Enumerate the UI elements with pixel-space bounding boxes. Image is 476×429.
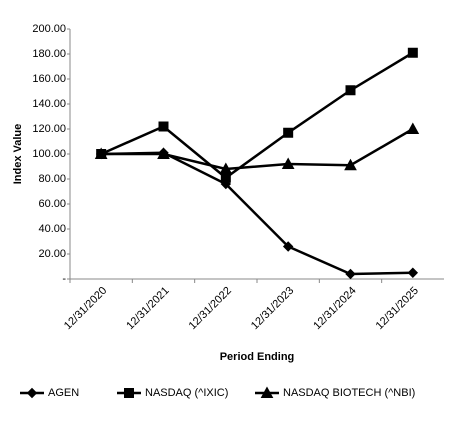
legend-marker	[124, 388, 134, 398]
series-line	[100, 51, 414, 180]
y-tick-label: 20.00	[38, 248, 66, 260]
data-point	[344, 158, 357, 171]
legend-marker	[260, 386, 274, 398]
data-point	[157, 147, 170, 159]
y-tick-label: 120.00	[32, 123, 66, 135]
y-tick-label: 80.00	[38, 173, 66, 185]
y-tick-label: 40.00	[38, 223, 66, 235]
series-line	[101, 151, 413, 276]
data-point	[407, 267, 419, 278]
y-tick-label: 160.00	[32, 73, 66, 85]
data-point	[407, 47, 418, 58]
x-axis-title: Period Ending	[220, 351, 295, 363]
legend-label: AGEN	[48, 387, 79, 399]
x-tick-label: 12/31/2020	[62, 285, 109, 332]
y-tick-label: -	[62, 273, 66, 285]
data-point	[219, 162, 233, 174]
data-point	[406, 122, 420, 134]
x-tick-label: 12/31/2022	[187, 285, 234, 332]
y-tick-label: 200.00	[32, 23, 66, 35]
data-point	[283, 127, 294, 138]
data-point	[281, 157, 295, 169]
legend-label: NASDAQ BIOTECH (^NBI)	[283, 387, 415, 399]
x-tick-label: 12/31/2021	[124, 285, 171, 332]
data-point	[345, 268, 356, 280]
series-line	[101, 127, 414, 171]
y-axis-title: Index Value	[12, 124, 24, 185]
legend-label: NASDAQ (^IXIC)	[145, 387, 228, 399]
y-tick-label: 180.00	[32, 48, 66, 60]
x-tick-label: 12/31/2024	[311, 285, 358, 332]
data-point	[220, 172, 231, 183]
x-tick-label: 12/31/2025	[374, 285, 421, 332]
x-tick-label: 12/31/2023	[249, 285, 296, 332]
y-tick-label: 140.00	[32, 98, 66, 110]
data-point	[282, 241, 294, 252]
data-point	[345, 85, 356, 96]
data-point	[158, 121, 169, 132]
y-tick-label: 100.00	[32, 148, 66, 160]
y-tick-label: 60.00	[38, 198, 66, 210]
legend-marker	[26, 387, 38, 399]
data-point	[94, 147, 108, 159]
